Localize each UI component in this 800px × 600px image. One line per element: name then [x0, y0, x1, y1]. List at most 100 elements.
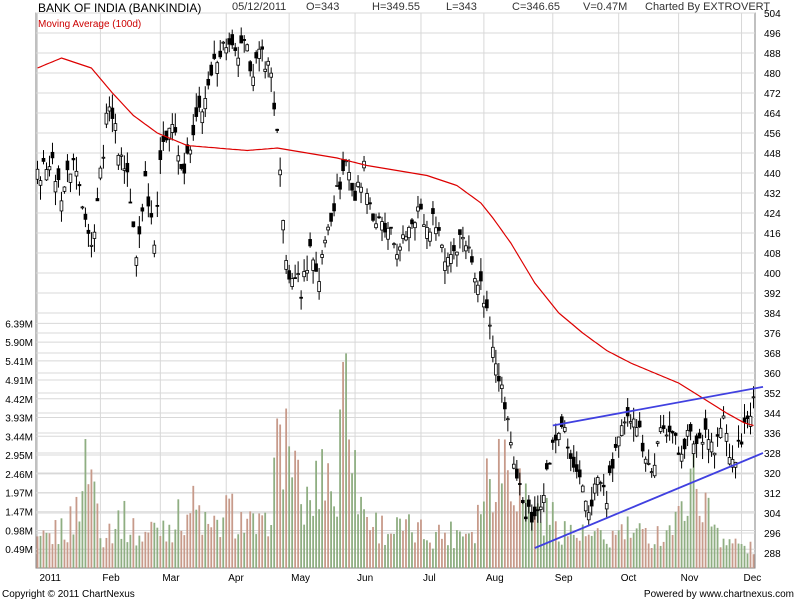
- volume-bar: [743, 545, 746, 568]
- month-tick-label: Nov: [681, 573, 699, 584]
- candle-body: [182, 163, 187, 174]
- candle-body: [452, 245, 456, 252]
- charted-by-label: Charted By EXTROVERT: [645, 1, 771, 13]
- volume-bar: [327, 463, 329, 568]
- price-tick-label: 328: [764, 449, 781, 460]
- volume-bar: [629, 537, 632, 568]
- candle-body: [149, 213, 154, 218]
- volume-bar: [686, 515, 689, 568]
- candle-body: [359, 186, 363, 193]
- volume-bar: [66, 542, 69, 568]
- volume-bar: [438, 524, 440, 568]
- volume-bar: [135, 545, 138, 568]
- volume-bar: [387, 534, 389, 568]
- volume-bar: [396, 517, 398, 568]
- candle-body: [407, 226, 411, 239]
- candle-body: [598, 482, 603, 484]
- volume-bar: [243, 532, 246, 568]
- price-tick-label: 472: [764, 89, 781, 100]
- volume-bar: [447, 545, 449, 568]
- candle-body: [700, 441, 705, 445]
- candle-body: [410, 219, 414, 225]
- volume-bar: [497, 438, 500, 568]
- moving-average-line: [37, 57, 754, 427]
- candle-body: [416, 206, 420, 212]
- candle-body: [727, 457, 732, 465]
- volume-bar: [366, 516, 368, 568]
- candle-body: [278, 169, 282, 176]
- candle-body: [59, 200, 64, 212]
- candle-body: [706, 439, 711, 450]
- candle-body: [218, 50, 223, 58]
- candle-body: [56, 168, 61, 181]
- candle-body: [266, 60, 270, 66]
- price-tick-label: 296: [764, 529, 781, 540]
- candle-body: [125, 162, 130, 173]
- volume-bar: [111, 543, 114, 568]
- volume-bar: [560, 544, 563, 568]
- candle-body: [745, 415, 750, 419]
- month-tick-label: Dec: [744, 573, 762, 584]
- volume-bar: [587, 534, 590, 568]
- trendline-rising_wedge_lower: [534, 452, 764, 549]
- candle-body: [245, 44, 250, 52]
- chart-date: 05/12/2011: [232, 1, 287, 13]
- volume-bar: [393, 533, 395, 568]
- volume-bar: [264, 512, 267, 568]
- price-tick-label: 432: [764, 189, 781, 200]
- volume-bar: [638, 523, 641, 568]
- candle-body: [314, 263, 318, 272]
- candle-body: [431, 208, 435, 215]
- volume-bar: [180, 530, 183, 568]
- volume-bar: [470, 531, 473, 568]
- volume-bar: [231, 493, 234, 568]
- volume-bar: [572, 534, 575, 568]
- candle-body: [164, 130, 169, 141]
- volume-bar: [668, 525, 671, 568]
- candle-body: [323, 239, 327, 244]
- volume-bar: [590, 535, 593, 568]
- volume-bar: [225, 495, 228, 568]
- candle-body: [365, 193, 369, 205]
- candle-body: [269, 72, 273, 78]
- volume-bar: [429, 542, 431, 568]
- volume-bar: [114, 528, 117, 568]
- chart-title: BANK OF INDIA (BANKINDIA): [38, 1, 202, 15]
- candle-body: [71, 158, 76, 161]
- volume-bar: [536, 503, 539, 568]
- candle-body: [494, 363, 498, 376]
- candle-body: [326, 226, 330, 231]
- volume-bar: [105, 537, 108, 568]
- volume-bar: [479, 514, 482, 568]
- candle-body: [715, 434, 720, 437]
- candle-body: [305, 270, 309, 274]
- volume-bar: [156, 527, 159, 568]
- volume-bar: [168, 524, 171, 568]
- volume-bar: [626, 516, 629, 568]
- candle-body: [613, 443, 618, 448]
- moving-average-legend: Moving Average (100d): [38, 19, 142, 30]
- volume-bar: [117, 510, 120, 568]
- candle-body: [167, 127, 172, 140]
- price-tick-label: 504: [764, 9, 781, 20]
- volume-bar: [399, 518, 401, 568]
- candle-body: [134, 257, 139, 266]
- low-value: L=343: [446, 1, 477, 13]
- candle-body: [158, 150, 163, 160]
- volume-bar: [441, 538, 443, 568]
- volume-bar: [237, 534, 240, 568]
- candle-body: [536, 509, 540, 512]
- volume-bar: [96, 503, 99, 568]
- volume-bar: [698, 515, 701, 568]
- price-tick-label: 368: [764, 349, 781, 360]
- volume-bar: [69, 506, 72, 568]
- candle-body: [488, 324, 492, 327]
- candle-body: [41, 157, 46, 162]
- volume-bar: [192, 485, 195, 568]
- candle-body: [676, 452, 681, 455]
- volume-bar: [509, 501, 512, 568]
- candle-body: [521, 499, 525, 503]
- candle-body: [574, 464, 579, 472]
- volume-bar: [261, 515, 264, 568]
- volume-bar: [297, 459, 300, 568]
